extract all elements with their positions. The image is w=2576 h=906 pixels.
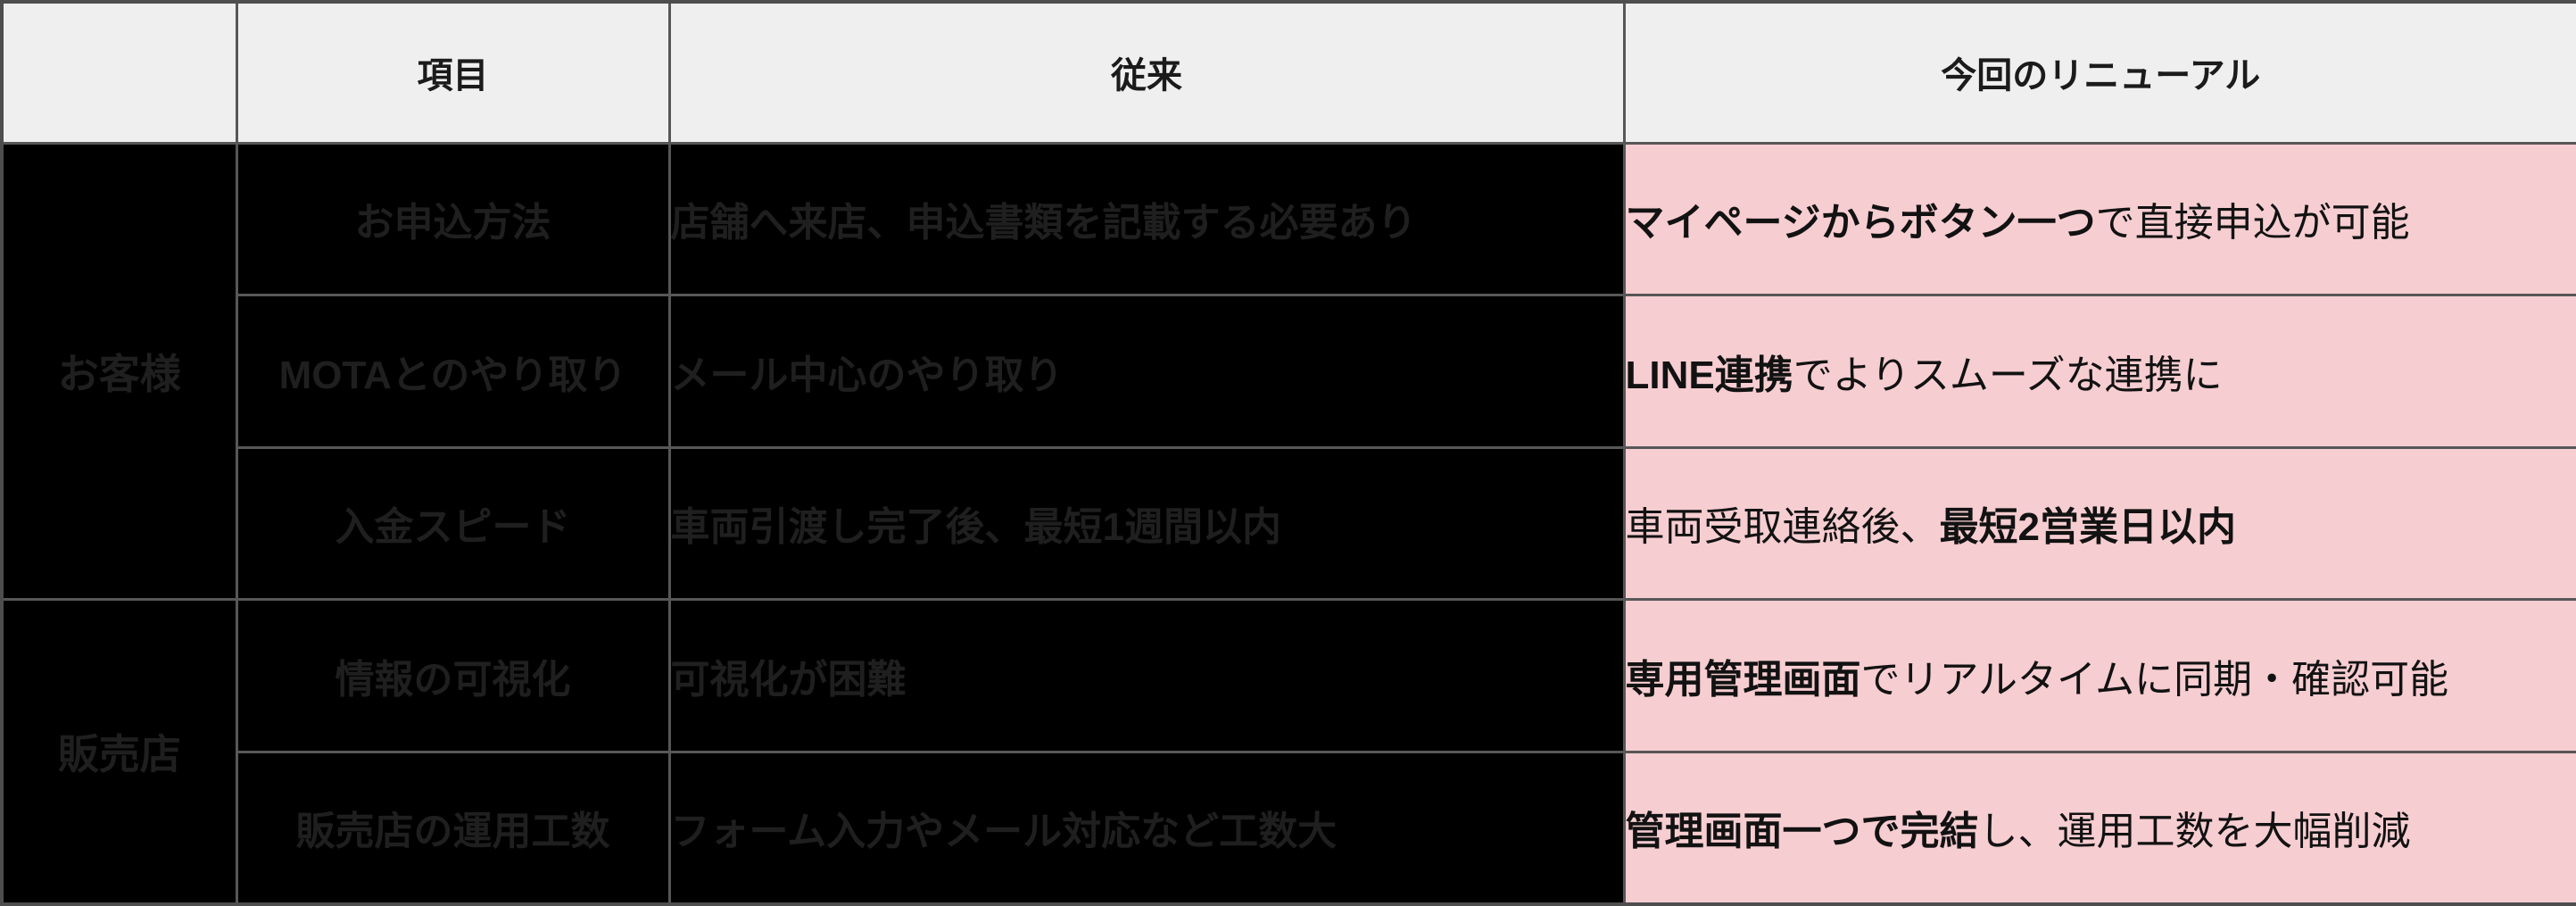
item-cell-redacted: 情報の可視化 (235, 598, 671, 753)
renewal-cell: 専用管理画面でリアルタイムに同期・確認可能 (1622, 598, 2576, 753)
table-row: 販売店の運用工数 フォーム入力やメール対応など工数大 管理画面一つで完結し、運用… (2, 750, 2576, 906)
table-row: MOTAとのやり取り メール中心のやり取り LINE連携でよりスムーズな連携に (2, 294, 2576, 449)
renewal-cell: LINE連携でよりスムーズな連携に (1622, 294, 2576, 449)
header-cell-legacy: 従来 (667, 0, 1626, 145)
legacy-cell-redacted: 可視化が困難 (667, 598, 1626, 753)
table-row: 入金スピード 車両引渡し完了後、最短1週間以内 車両受取連絡後、最短2営業日以内 (2, 445, 2576, 602)
table-row: 販売店 情報の可視化 可視化が困難 専用管理画面でリアルタイムに同期・確認可能 (0, 598, 2576, 906)
renewal-cell: マイページからボタン一つで直接申込が可能 (1622, 141, 2576, 297)
renewal-cell: 車両受取連絡後、最短2営業日以内 (1622, 445, 2576, 602)
legacy-cell-redacted: 店舗へ来店、申込書類を記載する必要あり (667, 141, 1626, 297)
group-label-customer-redacted: お客様 (0, 141, 238, 602)
header-row: 項目 従来 今回のリニューアル (0, 0, 2576, 145)
renewal-cell: 管理画面一つで完結し、運用工数を大幅削減 (1622, 750, 2576, 906)
legacy-cell-redacted: 車両引渡し完了後、最短1週間以内 (667, 445, 1626, 602)
legacy-cell-redacted: メール中心のやり取り (667, 294, 1626, 449)
item-cell-redacted: お申込方法 (235, 141, 671, 297)
table-row: お客様 お申込方法 店舗へ来店、申込書類を記載する必要あり マイページからボタン… (0, 141, 2576, 602)
legacy-cell-redacted: フォーム入力やメール対応など工数大 (667, 750, 1626, 906)
item-cell-redacted: MOTAとのやり取り (235, 294, 671, 449)
header-cell-item: 項目 (235, 0, 671, 145)
header-cell-renewal: 今回のリニューアル (1622, 0, 2576, 145)
item-cell-redacted: 販売店の運用工数 (235, 750, 671, 906)
header-cell-group (0, 0, 238, 145)
item-cell-redacted: 入金スピード (235, 445, 671, 602)
group-label-dealer-redacted: 販売店 (0, 598, 238, 906)
